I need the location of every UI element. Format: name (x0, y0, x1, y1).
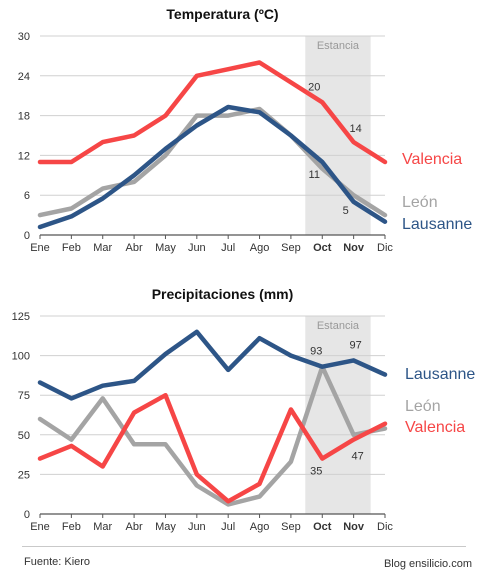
temp-legend-valencia: Valencia (402, 151, 462, 168)
precip-legend-leon: León (405, 398, 441, 415)
precip-xtick-label: Oct (313, 521, 332, 533)
precip-ytick-label: 75 (18, 390, 30, 402)
footer-divider (22, 546, 466, 547)
precip-xtick-label: Jul (221, 521, 235, 533)
temp-data-label: 11 (309, 169, 320, 181)
temp-ytick-label: 18 (18, 111, 30, 123)
temp-xtick-label: Sep (281, 242, 301, 254)
precip-data-label: 97 (350, 339, 362, 351)
temp-ytick-label: 0 (24, 230, 30, 242)
temp-highlight-label: Estancia (317, 40, 360, 52)
precip-xtick-label: May (155, 521, 176, 533)
temp-legend-lausanne: Lausanne (402, 216, 472, 233)
precip-xtick-label: Jun (188, 521, 206, 533)
precip-legend-lausanne: Lausanne (405, 366, 475, 383)
precip-xtick-label: Feb (62, 521, 81, 533)
precip-xtick-label: Sep (281, 521, 301, 533)
precip-ytick-label: 0 (24, 509, 30, 521)
temp-series-lausanne (37, 104, 388, 230)
precip-data-label: 47 (352, 451, 364, 463)
temp-xtick-label: Dic (377, 242, 393, 254)
temp-xtick-label: Jul (221, 242, 235, 254)
precip-series-lausanne (37, 329, 388, 401)
temp-highlight-band (305, 36, 371, 235)
temp-ytick-label: 12 (18, 150, 30, 162)
temp-xtick-label: Mar (93, 242, 112, 254)
temp-data-label: 20 (308, 81, 320, 93)
precip-series-valencia (37, 392, 388, 504)
precip-xtick-label: Abr (126, 521, 143, 533)
temp-chart: Estancia 0 6 12 18 24 30 Ene Feb Mar Abr May Jun Jul A… (18, 6, 473, 254)
precip-ytick-label: 50 (18, 430, 30, 442)
precip-data-label: 93 (310, 346, 322, 358)
temp-xtick-label: May (155, 242, 176, 254)
temp-xtick-label: Ago (250, 242, 270, 254)
precip-xtick-label: Ene (30, 521, 50, 533)
temp-xtick-label: Nov (343, 242, 365, 254)
temp-xtick-label: Jun (188, 242, 206, 254)
temp-xtick-label: Abr (126, 242, 143, 254)
temp-xtick-label: Feb (62, 242, 81, 254)
temp-legend-leon: León (402, 194, 438, 211)
temp-ytick-label: 24 (18, 71, 30, 83)
precip-chart-title: Precipitaciones (mm) (152, 286, 294, 302)
footer-source: Fuente: Kiero (24, 556, 91, 568)
temp-data-label: 5 (343, 205, 349, 217)
temp-ytick-label: 30 (18, 31, 30, 43)
precip-series-leon (37, 364, 388, 507)
temp-xtick-label: Ene (30, 242, 50, 254)
precip-xtick-label: Dic (377, 521, 393, 533)
precip-xtick-label: Mar (93, 521, 112, 533)
temp-chart-title: Temperatura (ºC) (166, 6, 278, 22)
temp-series-valencia (37, 60, 388, 165)
footer-credit: Blog ensilicio.com (383, 558, 472, 570)
temp-data-label: 14 (350, 123, 362, 135)
temp-xtick-label: Oct (313, 242, 332, 254)
precip-ytick-label: 100 (12, 351, 30, 363)
precip-xtick-label: Nov (343, 521, 365, 533)
precip-ytick-label: 125 (12, 311, 30, 323)
temp-ytick-label: 6 (24, 190, 30, 202)
precip-data-label: 35 (310, 466, 322, 478)
precip-highlight-label: Estancia (317, 320, 360, 332)
precip-chart: Estancia 0 25 50 75 100 125 Ene Feb Mar Abr May Jun J… (12, 286, 476, 533)
precip-legend-valencia: Valencia (405, 419, 465, 436)
precip-xtick-label: Ago (250, 521, 270, 533)
precip-ytick-label: 25 (18, 469, 30, 481)
precip-highlight-band (305, 316, 371, 514)
